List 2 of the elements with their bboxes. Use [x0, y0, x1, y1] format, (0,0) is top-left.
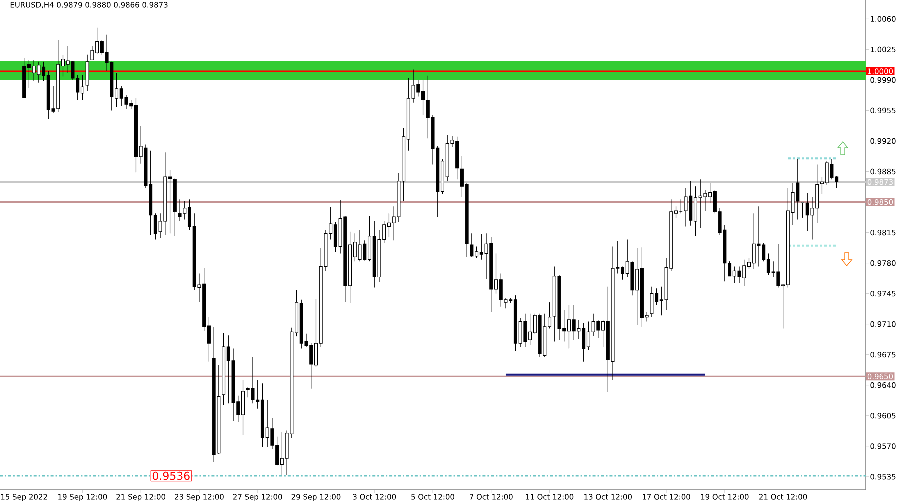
ref-line-label: 0.9536 — [152, 472, 190, 480]
candlestick — [86, 54, 90, 92]
